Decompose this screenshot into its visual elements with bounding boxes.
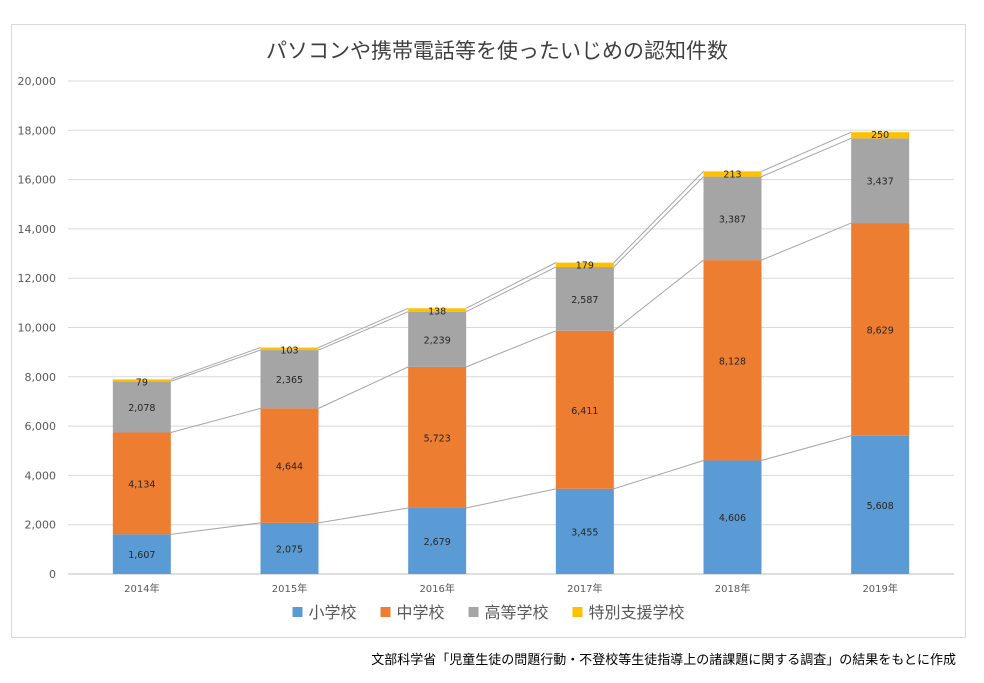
bar-segment (112, 381, 171, 433)
series-line (465, 266, 557, 313)
x-tick-label: 2017年 (567, 582, 602, 595)
bar-segment (260, 522, 319, 574)
legend-label: 小学校 (309, 603, 357, 622)
data-label: 2,075 (276, 544, 303, 555)
bar-segment (408, 308, 467, 312)
data-label: 4,606 (719, 513, 746, 524)
series-line (613, 171, 704, 263)
series-line (761, 137, 852, 178)
x-tick-label: 2015年 (272, 582, 307, 595)
data-label: 2,239 (424, 335, 451, 346)
data-label: 3,455 (571, 527, 598, 538)
data-label: 2,078 (128, 403, 155, 414)
y-tick-label: 20,000 (18, 75, 57, 88)
series-line (170, 407, 261, 433)
bar-segment (851, 138, 910, 224)
data-label: 1,607 (128, 550, 155, 561)
chart-title: パソコンや携帯電話等を使ったいじめの認知件数 (266, 39, 728, 63)
bar-segment (851, 435, 910, 574)
legend-label: 特別支援学校 (589, 603, 685, 622)
bar-segment (851, 132, 910, 139)
series-line (613, 259, 704, 332)
data-label: 4,134 (128, 479, 155, 490)
data-label: 3,437 (867, 177, 894, 188)
data-label: 8,629 (867, 325, 894, 336)
bar-segment (408, 366, 467, 508)
data-label: 5,608 (867, 501, 894, 512)
data-label: 213 (723, 169, 741, 180)
bar-segment (555, 262, 614, 268)
bar-segment (260, 408, 319, 523)
legend-label: 中学校 (397, 603, 445, 622)
data-label: 3,387 (719, 214, 746, 225)
bar-segment (703, 176, 762, 261)
legend-swatch (380, 607, 391, 617)
series-line (761, 131, 852, 172)
series-line (318, 366, 409, 409)
bar-segment (555, 267, 614, 331)
bar-segment (408, 507, 467, 574)
legend-swatch (468, 607, 479, 617)
y-tick-label: 12,000 (18, 272, 57, 285)
bar-segment (260, 350, 319, 409)
source-note: 文部科学省「児童生徒の問題行動・不登校等生徒指導上の諸課題に関する調査」の結果を… (371, 653, 956, 668)
chart-frame: パソコンや携帯電話等を使ったいじめの認知件数 0 2,000 4,000 6,000 8,… (11, 24, 966, 638)
bar-segment (555, 330, 614, 489)
x-tick-label: 2019年 (862, 582, 897, 595)
data-label: 2,365 (276, 375, 303, 386)
bar-segment (112, 432, 171, 535)
bar-segment (703, 260, 762, 461)
y-tick-label: 0 (49, 568, 56, 581)
y-tick-label: 16,000 (18, 174, 57, 187)
x-tick-label: 2014年 (124, 582, 159, 595)
x-tick-label: 2016年 (419, 582, 454, 595)
data-label: 250 (871, 130, 889, 141)
bar-segment (260, 347, 319, 351)
series-line (465, 330, 557, 368)
bar-segment (703, 171, 762, 177)
data-label: 5,723 (424, 433, 451, 444)
y-tick-label: 6,000 (25, 420, 57, 433)
legend-swatch (572, 607, 583, 617)
series-line (465, 262, 557, 309)
bar-segment (851, 223, 910, 436)
series-line (318, 507, 409, 524)
legend-swatch (292, 607, 303, 617)
y-tick-label: 8,000 (25, 371, 57, 384)
bar-segment (112, 379, 171, 382)
series-line (170, 349, 261, 382)
bar-segment (408, 311, 467, 367)
data-label: 179 (576, 261, 594, 272)
y-tick-label: 18,000 (18, 124, 57, 137)
series-line (318, 311, 409, 351)
x-tick-label: 2018年 (715, 582, 750, 595)
data-label: 8,128 (719, 356, 746, 367)
series-line (613, 176, 704, 268)
series-line (761, 435, 852, 461)
data-label: 2,679 (424, 537, 451, 548)
series-line (170, 347, 261, 380)
bar-segment (555, 488, 614, 574)
y-tick-label: 4,000 (25, 469, 57, 482)
series-line (466, 488, 556, 509)
series-line (318, 307, 409, 348)
data-label: 2,587 (571, 295, 598, 306)
series-line (761, 222, 852, 261)
data-label: 103 (280, 346, 298, 357)
series-line (613, 459, 704, 490)
stacked-bar-chart: パソコンや携帯電話等を使ったいじめの認知件数 0 2,000 4,000 6,000 8,… (18, 39, 954, 622)
data-label: 4,644 (276, 462, 303, 473)
y-tick-label: 10,000 (18, 322, 57, 335)
data-label: 6,411 (571, 406, 598, 417)
bar-segment (112, 534, 171, 574)
bar-segment (703, 460, 762, 574)
y-tick-label: 14,000 (18, 223, 57, 236)
legend-label: 高等学校 (485, 603, 549, 622)
series-line (170, 522, 261, 535)
data-label: 79 (136, 377, 148, 388)
data-label: 138 (428, 306, 446, 317)
y-tick-label: 2,000 (25, 519, 57, 532)
